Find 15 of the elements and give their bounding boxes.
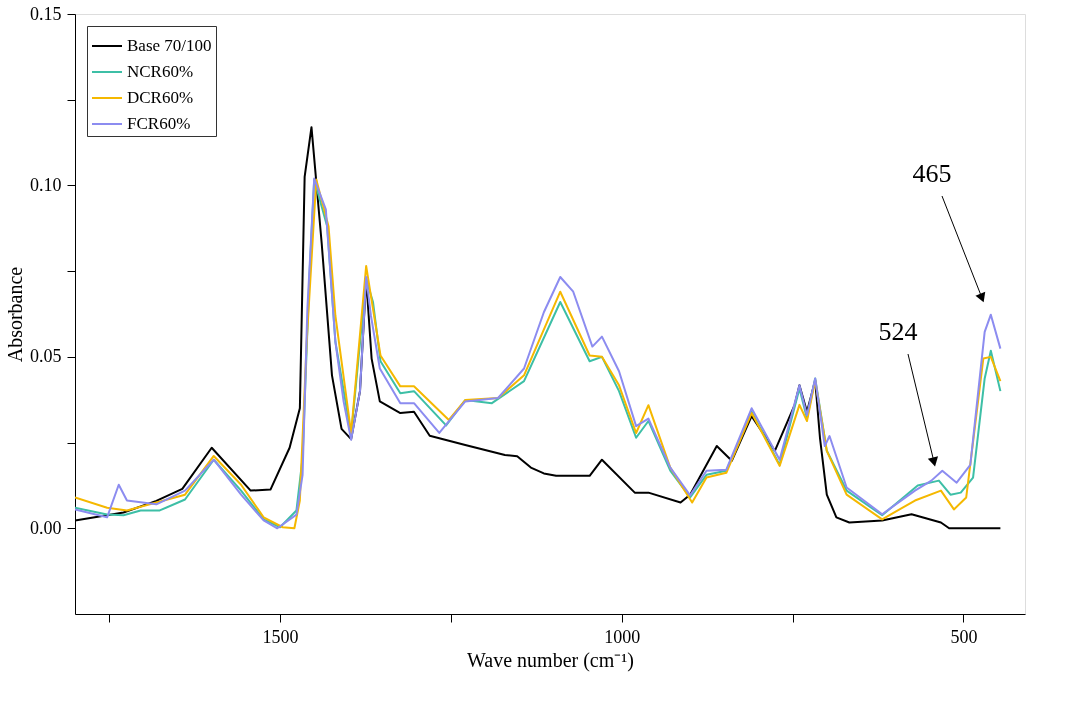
y-axis-title: Absorbance [4,266,26,363]
x-axis-title: Wave number (cm⁻¹) [467,648,634,672]
y-tick-label: 0.10 [30,174,62,195]
legend-label: NCR60% [127,62,194,81]
annotation: 465 [912,159,952,188]
y-tick-label: 0.00 [30,517,62,538]
x-tick-label: 1000 [604,626,641,647]
y-tick-label: 0.15 [30,3,62,24]
annotation: 524 [878,317,918,346]
legend-label: Base 70/100 [127,36,212,55]
y-tick-label: 0.05 [30,346,62,367]
x-tick-label: 500 [950,626,978,647]
x-tick-label: 1500 [262,626,299,647]
legend-label: FCR60% [127,114,191,133]
legend-label: DCR60% [127,88,194,107]
